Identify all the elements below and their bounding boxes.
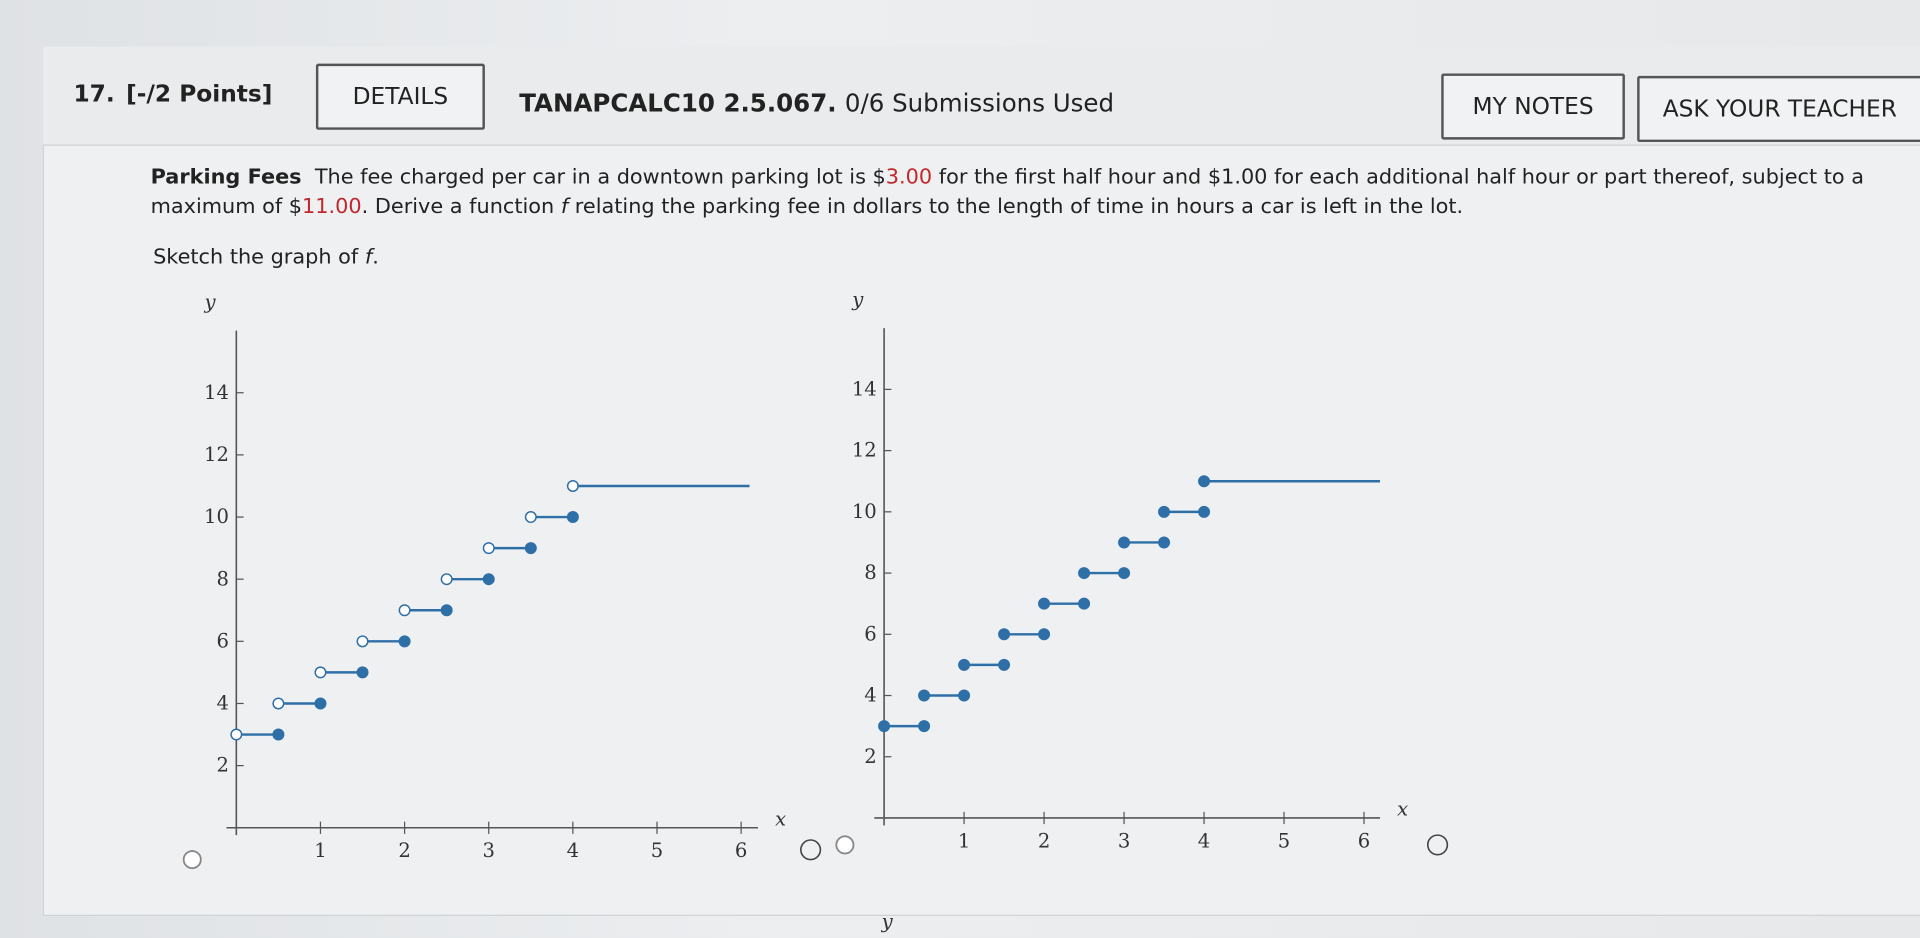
prompt: Sketch the graph of f. <box>153 245 379 269</box>
axis-label: y <box>881 910 894 933</box>
endpoint <box>1038 628 1051 641</box>
y-tick-label: 14 <box>204 381 229 404</box>
y-tick-label: 2 <box>217 754 229 777</box>
details-button[interactable]: DETAILS <box>315 63 485 130</box>
x-tick-label: 3 <box>1118 829 1130 852</box>
endpoint <box>998 628 1011 641</box>
question-number: 17. <box>73 80 115 108</box>
x-tick-label: 6 <box>735 839 747 862</box>
info-icon[interactable] <box>1426 834 1449 856</box>
y-tick-label: 10 <box>852 500 877 523</box>
x-tick-label: 4 <box>567 839 579 862</box>
y-tick-label: 12 <box>204 443 229 466</box>
axis-label: y <box>851 288 864 311</box>
x-tick-label: 3 <box>482 839 494 862</box>
question-card <box>42 46 1920 916</box>
text: for the first half hour and $1.00 for ea… <box>150 165 1865 220</box>
endpoint <box>1158 536 1171 549</box>
x-tick-label: 5 <box>651 839 663 862</box>
y-tick-label: 4 <box>217 692 229 715</box>
endpoint <box>482 573 495 586</box>
endpoint <box>1078 567 1091 580</box>
x-tick-label: 1 <box>958 829 970 852</box>
axis-label: x <box>1397 798 1408 821</box>
endpoint <box>1118 536 1131 549</box>
x-tick-label: 1 <box>314 839 326 862</box>
my-notes-button[interactable]: MY NOTES <box>1441 73 1625 140</box>
x-tick-label: 2 <box>1038 829 1050 852</box>
x-tick-label: 6 <box>1358 829 1370 852</box>
ask-teacher-button[interactable]: ASK YOUR TEACHER <box>1637 75 1920 143</box>
endpoint <box>998 658 1011 671</box>
y-tick-label: 6 <box>864 622 876 645</box>
axis-label: x <box>775 807 786 830</box>
x-tick-label: 5 <box>1278 829 1290 852</box>
endpoint <box>398 635 411 648</box>
text: . Derive a function <box>361 194 561 220</box>
text: The fee charged per car in a downtown pa… <box>314 165 886 190</box>
y-tick-label: 10 <box>204 505 229 528</box>
y-tick-label: 2 <box>864 745 876 768</box>
endpoint <box>314 697 327 710</box>
endpoint <box>958 689 971 702</box>
y-tick-label: 8 <box>217 567 229 590</box>
endpoint <box>1118 567 1131 580</box>
points: [-/2 Points] <box>126 80 273 108</box>
endpoint <box>1198 475 1211 488</box>
value: 3.00 <box>885 165 933 190</box>
endpoint <box>918 689 931 702</box>
endpoint <box>272 697 285 710</box>
variable: f <box>364 244 373 270</box>
endpoint <box>566 511 579 524</box>
text: Sketch the graph of <box>153 244 365 270</box>
y-tick-label: 14 <box>852 378 877 401</box>
value: 11.00 <box>302 194 362 220</box>
endpoint <box>398 604 411 617</box>
y-tick-label: 6 <box>217 629 229 652</box>
endpoint <box>1038 597 1051 610</box>
endpoint <box>566 479 579 492</box>
endpoint <box>524 511 537 524</box>
endpoint <box>356 666 369 679</box>
submissions: 0/6 Submissions Used <box>844 88 1115 118</box>
endpoint <box>482 542 495 555</box>
endpoint <box>958 658 971 671</box>
x-tick-label: 4 <box>1198 829 1210 852</box>
text: . <box>372 244 379 270</box>
endpoint <box>440 604 453 617</box>
endpoint <box>524 542 537 555</box>
endpoint <box>272 728 285 741</box>
y-tick-label: 12 <box>852 439 877 462</box>
endpoint <box>314 666 327 679</box>
info-icon[interactable] <box>800 839 822 861</box>
radio-option[interactable] <box>182 850 202 870</box>
endpoint <box>230 728 243 741</box>
text: relating the parking fee in dollars to t… <box>568 194 1464 220</box>
endpoint <box>356 635 369 648</box>
endpoint <box>1198 505 1211 518</box>
endpoint <box>1158 505 1171 518</box>
radio-option[interactable] <box>835 835 855 855</box>
endpoint <box>1078 597 1091 610</box>
problem-text: Parking Fees The fee charged per car in … <box>151 163 1902 222</box>
y-tick-label: 4 <box>864 684 876 707</box>
endpoint <box>440 573 453 586</box>
axis-label: y <box>203 291 216 314</box>
endpoint <box>918 720 931 733</box>
y-tick-label: 8 <box>864 561 876 584</box>
problem-code: TANAPCALC10 2.5.067. <box>519 88 837 118</box>
x-tick-label: 2 <box>398 839 410 862</box>
endpoint <box>878 720 891 733</box>
problem-title: Parking Fees <box>150 165 302 190</box>
variable: f <box>560 194 569 220</box>
